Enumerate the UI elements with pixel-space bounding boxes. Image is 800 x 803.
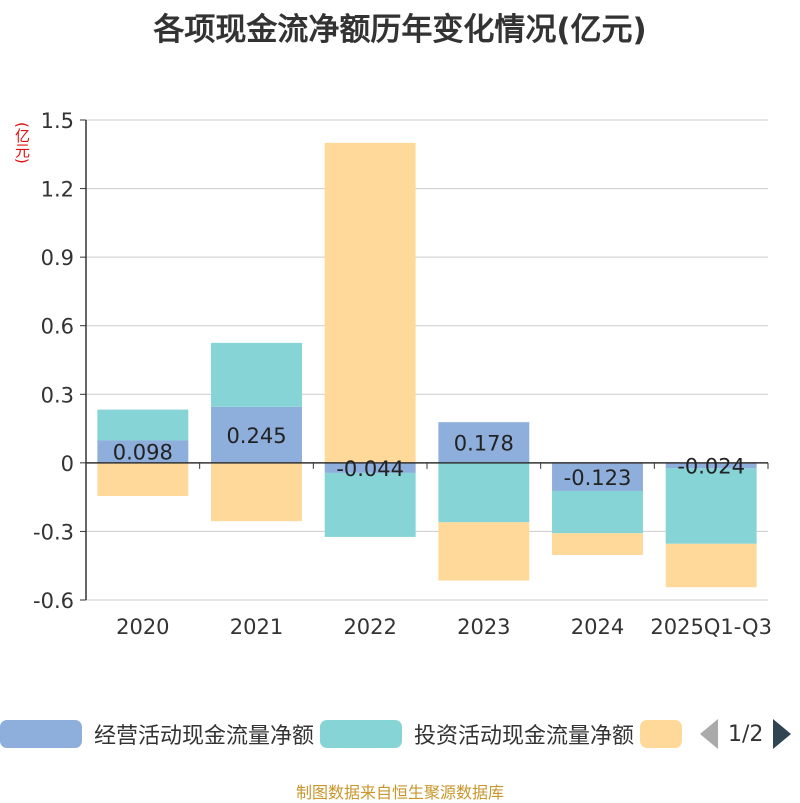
data-label: 0.098 [113, 441, 173, 465]
y-tick-label: 1.5 [41, 109, 74, 133]
bar-investing [97, 409, 189, 441]
y-tick-label: 0.6 [41, 315, 74, 339]
data-labels: 0.098 0.245 -0.044 0.178 -0.123 -0.024 [113, 424, 745, 490]
bar-financing [324, 142, 416, 463]
data-label: -0.024 [677, 455, 745, 479]
data-label: -0.123 [564, 466, 632, 490]
legend-swatch-operating [0, 720, 82, 748]
bar-financing [438, 522, 530, 581]
legend-item-investing[interactable]: 投资活动现金流量净额 [320, 716, 634, 752]
legend-label-investing: 投资活动现金流量净额 [414, 724, 635, 749]
bar-operating [211, 406, 302, 463]
legend-swatch-investing [320, 720, 402, 748]
bar-operating [552, 462, 643, 491]
y-tick-label: -0.6 [33, 589, 74, 613]
bar-operating [665, 462, 757, 469]
bars [97, 142, 757, 588]
legend: 经营活动现金流量净额 投资活动现金流量净额 [0, 716, 800, 752]
bar-financing [552, 533, 643, 555]
y-tick-label: 1.2 [41, 178, 74, 202]
bar-investing [552, 490, 643, 534]
bar-financing [665, 543, 757, 588]
bar-operating [324, 462, 416, 473]
y-axis-unit: (亿元) [13, 122, 31, 164]
x-tick-label: 2024 [571, 615, 624, 639]
bar-financing [97, 462, 189, 496]
data-label: 0.245 [226, 424, 286, 448]
x-tick-label: 2023 [457, 615, 510, 639]
y-tick-label: 0 [61, 452, 74, 476]
x-tick-label: 2021 [230, 615, 283, 639]
bar-investing [438, 462, 530, 523]
y-tick-label: -0.3 [33, 520, 74, 544]
data-label: 0.178 [454, 432, 514, 456]
data-source-note: 制图数据来自恒生聚源数据库 [295, 783, 504, 802]
bar-investing [211, 342, 302, 407]
legend-swatch-financing [640, 720, 682, 748]
bar-operating [438, 422, 530, 463]
chart-title: 各项现金流净额历年变化情况(亿元) [153, 12, 647, 48]
legend-item-operating[interactable]: 经营活动现金流量净额 [0, 716, 314, 752]
legend-pager: 1/2 [700, 716, 792, 752]
legend-page-indicator: 1/2 [728, 721, 764, 747]
legend-prev-page-icon[interactable] [700, 719, 718, 749]
legend-next-page-icon[interactable] [773, 719, 792, 749]
x-tick-label: 2022 [343, 615, 396, 639]
bar-operating [97, 440, 189, 463]
y-tick-label: 0.9 [41, 246, 74, 270]
grid-lines [86, 119, 768, 601]
x-tick-label: 2025Q1-Q3 [650, 615, 772, 639]
legend-item-financing[interactable] [640, 716, 694, 752]
y-tick-label: 0.3 [41, 383, 74, 407]
bar-financing [211, 462, 302, 522]
legend-label-operating: 经营活动现金流量净额 [94, 724, 315, 749]
bar-investing [665, 468, 757, 544]
data-label: -0.044 [336, 457, 404, 481]
bar-investing [324, 472, 416, 537]
x-tick-label: 2020 [116, 615, 169, 639]
axes: 1.5 1.2 0.9 0.6 0.3 0 -0.3 -0.6 2020 2021 2022 2023… [33, 109, 772, 639]
